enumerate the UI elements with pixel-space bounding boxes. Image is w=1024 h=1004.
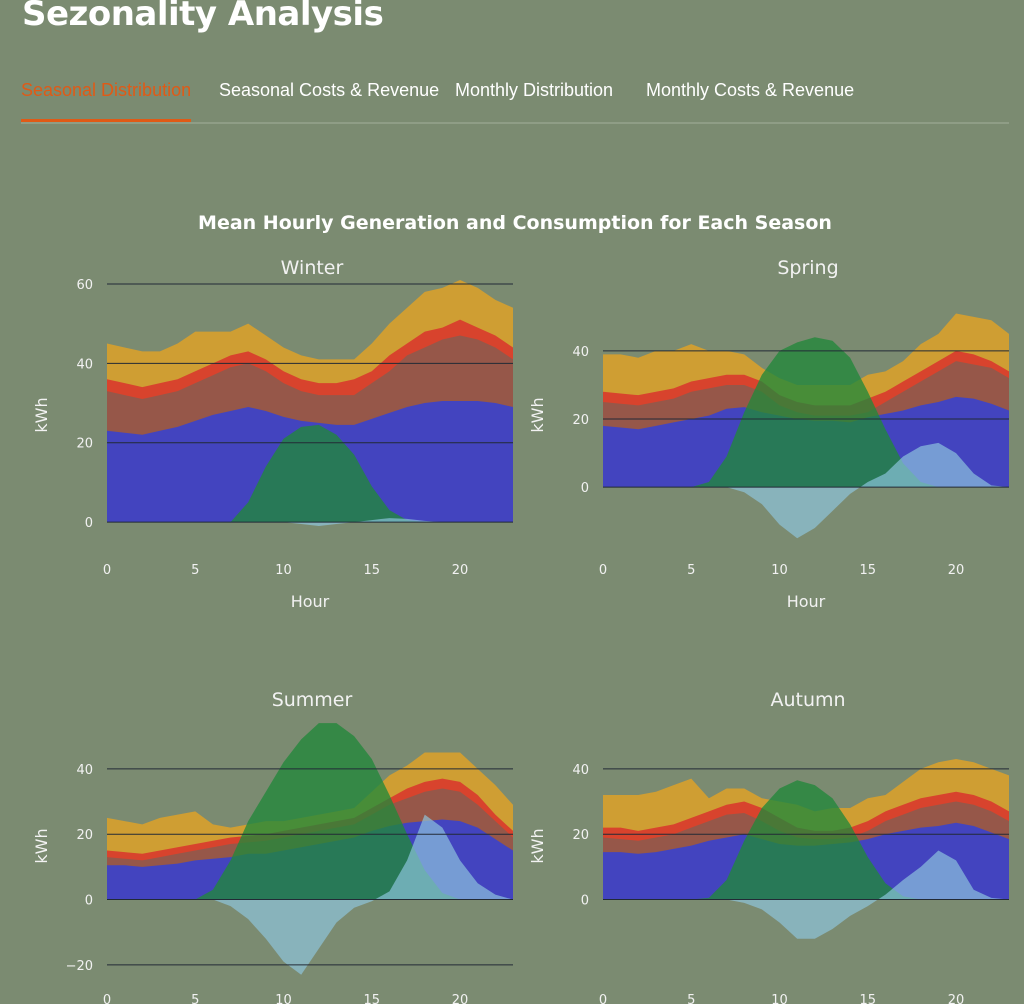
tab-bar: Seasonal Distribution Seasonal Costs & R… <box>21 78 1009 124</box>
winter-y-axis-label: kWh <box>32 397 51 432</box>
autumn-panel-title: Autumn <box>770 689 845 711</box>
winter-y-tick-label: 0 <box>85 516 93 531</box>
chart-title: Mean Hourly Generation and Consumption f… <box>198 212 832 234</box>
winter-x-tick-label: 20 <box>452 563 469 578</box>
tab-monthly-costs-revenue[interactable]: Monthly Costs & Revenue <box>646 80 855 100</box>
summer-x-tick-label: 0 <box>103 993 111 1004</box>
summer-export-area <box>107 814 513 975</box>
autumn-y-tick-label: 40 <box>572 763 589 778</box>
winter-x-tick-label: 0 <box>103 563 111 578</box>
spring-x-axis-label: Hour <box>787 592 826 611</box>
summer-panel-title: Summer <box>272 689 353 711</box>
winter-panel-title: Winter <box>281 257 344 279</box>
spring-y-tick-label: 0 <box>581 481 589 496</box>
summer-y-tick-label: −20 <box>66 959 93 974</box>
winter-x-tick-label: 15 <box>364 563 381 578</box>
summer-x-tick-label: 20 <box>452 993 469 1004</box>
winter-y-tick-label: 40 <box>76 357 93 372</box>
tab-seasonal-costs-revenue[interactable]: Seasonal Costs & Revenue <box>219 80 440 100</box>
spring-y-tick-label: 20 <box>572 413 589 428</box>
spring-x-tick-label: 15 <box>860 563 877 578</box>
summer-y-axis-label: kWh <box>32 828 51 863</box>
winter-y-tick-label: 20 <box>76 437 93 452</box>
summer-y-tick-label: 0 <box>85 894 93 909</box>
autumn-y-axis-label: kWh <box>528 828 547 863</box>
winter-x-tick-label: 10 <box>275 563 292 578</box>
spring-generation-area <box>603 337 1009 488</box>
autumn-export-area <box>603 850 1009 939</box>
winter-y-tick-label: 60 <box>76 278 93 293</box>
winter-x-tick-label: 5 <box>191 563 199 578</box>
spring-x-tick-label: 5 <box>687 563 695 578</box>
spring-y-axis-label: kWh <box>528 397 547 432</box>
tab-seasonal-distribution[interactable]: Seasonal Distribution <box>21 80 192 122</box>
spring-y-tick-label: 40 <box>572 345 589 360</box>
summer-y-tick-label: 20 <box>76 828 93 843</box>
spring-export-area <box>603 442 1009 539</box>
spring-panel-title: Spring <box>777 257 838 279</box>
spring-x-tick-label: 20 <box>948 563 965 578</box>
autumn-generation-area <box>603 780 1009 900</box>
autumn-y-tick-label: 20 <box>572 828 589 843</box>
winter-generation-area <box>107 424 513 523</box>
autumn-y-tick-label: 0 <box>581 894 589 909</box>
autumn-x-tick-label: 5 <box>687 993 695 1004</box>
summer-x-tick-label: 15 <box>364 993 381 1004</box>
summer-x-tick-label: 10 <box>275 993 292 1004</box>
autumn-x-tick-label: 15 <box>860 993 877 1004</box>
autumn-x-tick-label: 0 <box>599 993 607 1004</box>
winter-x-axis-label: Hour <box>291 592 330 611</box>
tab-monthly-distribution[interactable]: Monthly Distribution <box>455 80 614 100</box>
autumn-x-tick-label: 20 <box>948 993 965 1004</box>
summer-x-tick-label: 5 <box>191 993 199 1004</box>
autumn-x-tick-label: 10 <box>771 993 788 1004</box>
spring-x-tick-label: 0 <box>599 563 607 578</box>
page-title: Sezonality Analysis <box>22 0 384 34</box>
spring-x-tick-label: 10 <box>771 563 788 578</box>
summer-y-tick-label: 40 <box>76 763 93 778</box>
